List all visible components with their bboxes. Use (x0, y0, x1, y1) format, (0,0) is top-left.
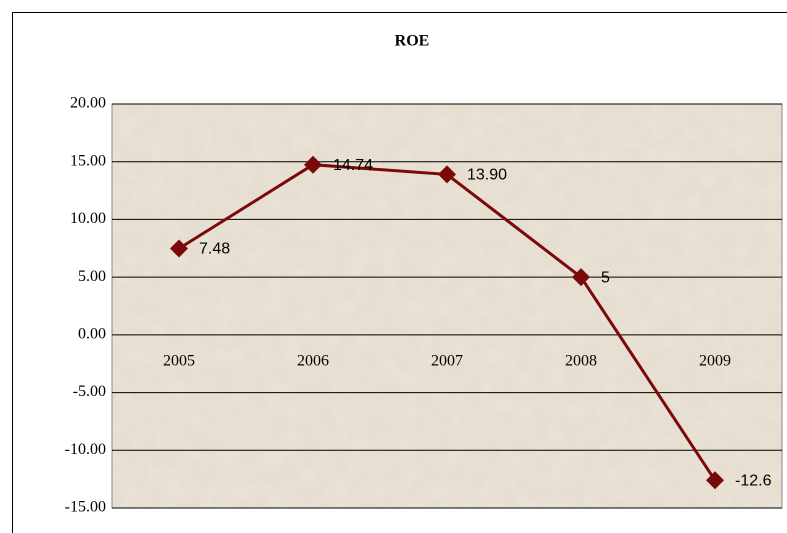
y-tick-label: -10.00 (65, 441, 106, 458)
y-tick-label: 15.00 (70, 152, 106, 169)
x-tick-label: 2008 (565, 353, 597, 370)
chart-title: ROE (395, 33, 430, 50)
x-tick-label: 2007 (431, 353, 463, 370)
y-tick-label: 10.00 (70, 210, 106, 227)
y-tick-label: -5.00 (73, 383, 106, 400)
marker (572, 268, 590, 287)
y-tick-label: 5.00 (78, 268, 106, 285)
x-tick-label: 2009 (699, 353, 731, 370)
y-tick-label: -15.00 (65, 499, 106, 516)
data-label: -12.6 (735, 473, 772, 490)
data-label: 13.90 (467, 167, 507, 184)
data-label: 5 (601, 269, 610, 286)
x-tick-label: 2005 (163, 353, 195, 370)
x-tick-label: 2006 (297, 353, 329, 370)
data-label: 7.48 (199, 241, 230, 258)
data-label: 14.74 (333, 157, 373, 174)
marker (438, 165, 456, 184)
marker (706, 471, 724, 490)
marker (170, 239, 188, 258)
y-tick-label: 20.00 (70, 95, 106, 112)
marker (304, 155, 322, 174)
y-tick-label: 0.00 (78, 326, 106, 343)
plot-texture (112, 104, 782, 508)
